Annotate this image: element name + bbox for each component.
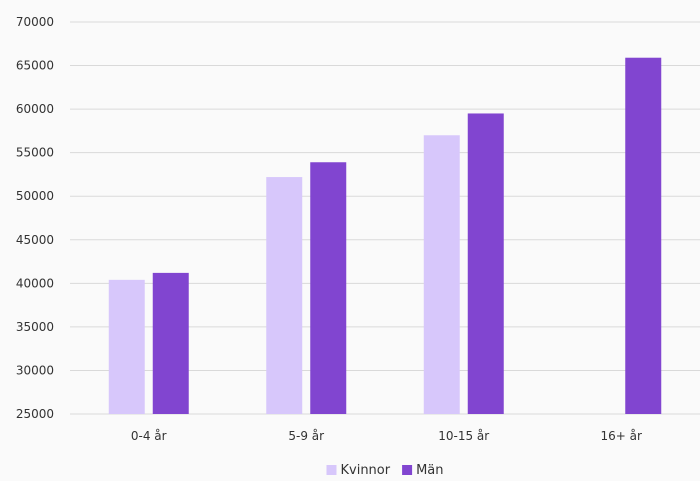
- legend: Kvinnor Män: [326, 463, 444, 478]
- y-tick-label: 70000: [16, 15, 54, 29]
- bar-kvinnor-0: [108, 279, 145, 414]
- x-tick-label: 0-4 år: [131, 429, 167, 443]
- x-axis-tick-labels: 0-4 år 5-9 år 10-15 år 16+ år: [131, 429, 642, 443]
- x-tick-label: 16+ år: [601, 429, 642, 443]
- bar-m-n-1: [310, 162, 347, 414]
- y-tick-label: 55000: [16, 146, 54, 160]
- x-tick-label: 5-9 år: [288, 429, 324, 443]
- legend-label: Kvinnor: [340, 463, 390, 478]
- y-tick-label: 50000: [16, 189, 54, 203]
- legend-swatch: [402, 465, 413, 475]
- y-tick-label: 60000: [16, 102, 54, 116]
- legend-label: Män: [416, 463, 443, 478]
- x-tick-label: 10-15 år: [438, 429, 489, 443]
- bar-m-n-3: [625, 57, 662, 415]
- y-tick-label: 30000: [16, 363, 54, 377]
- bars: [108, 57, 662, 415]
- y-tick-label: 35000: [16, 320, 54, 334]
- y-tick-label: 45000: [16, 233, 54, 247]
- bar-m-n-2: [467, 113, 504, 414]
- bar-kvinnor-2: [423, 135, 460, 414]
- y-tick-label: 25000: [16, 407, 54, 421]
- y-axis-tick-labels: 25000 30000 35000 40000 45000 50000 55000 60000…: [16, 15, 54, 421]
- bar-m-n-0: [152, 272, 189, 414]
- legend-swatch: [326, 465, 337, 475]
- bar-kvinnor-1: [266, 177, 303, 414]
- y-tick-label: 40000: [16, 276, 54, 290]
- y-tick-label: 65000: [16, 59, 54, 73]
